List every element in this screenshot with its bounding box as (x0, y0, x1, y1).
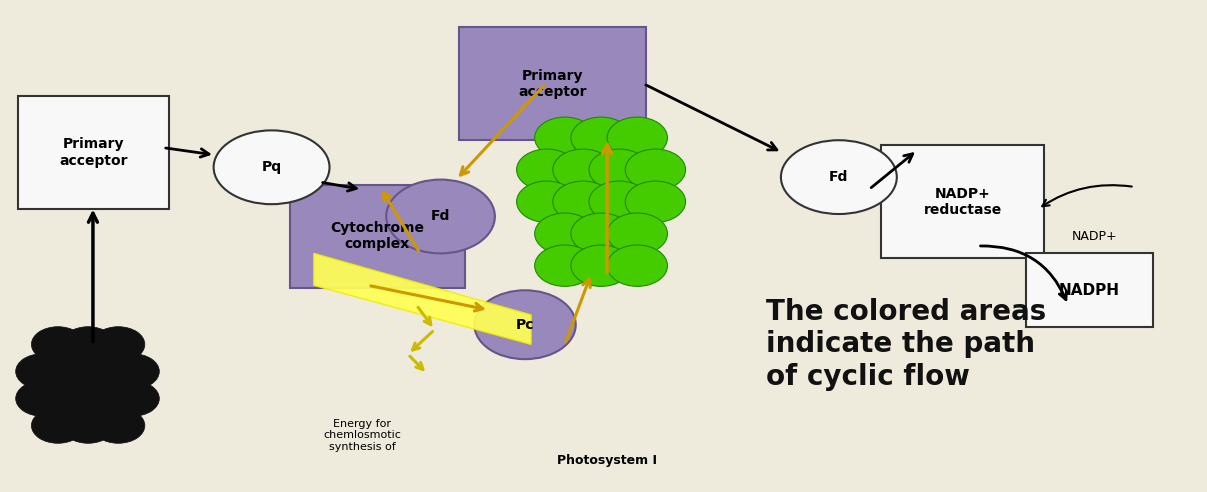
Ellipse shape (16, 354, 69, 389)
Text: Primary
acceptor: Primary acceptor (518, 68, 587, 99)
Ellipse shape (589, 181, 649, 222)
Ellipse shape (106, 354, 159, 389)
Ellipse shape (607, 213, 667, 254)
Text: NADP+: NADP+ (1072, 230, 1118, 243)
FancyBboxPatch shape (459, 27, 646, 140)
Ellipse shape (535, 213, 595, 254)
Ellipse shape (214, 130, 330, 204)
Ellipse shape (62, 408, 115, 443)
Text: NADP+
reductase: NADP+ reductase (923, 186, 1002, 217)
Ellipse shape (92, 408, 145, 443)
Ellipse shape (553, 181, 613, 222)
Ellipse shape (571, 213, 631, 254)
Ellipse shape (517, 181, 577, 222)
Ellipse shape (589, 149, 649, 190)
Text: Pq: Pq (262, 160, 281, 174)
Ellipse shape (31, 408, 84, 443)
Ellipse shape (76, 354, 129, 389)
Ellipse shape (386, 180, 495, 253)
Ellipse shape (62, 327, 115, 362)
Text: NADPH: NADPH (1059, 283, 1120, 298)
Text: The colored areas
indicate the path
of cyclic flow: The colored areas indicate the path of c… (766, 298, 1046, 391)
Text: Fd: Fd (829, 170, 849, 184)
Text: Cytochrome
complex: Cytochrome complex (331, 221, 424, 251)
Ellipse shape (625, 149, 686, 190)
Ellipse shape (781, 140, 897, 214)
Text: Photosystem I: Photosystem I (558, 454, 657, 466)
Ellipse shape (474, 290, 576, 359)
Ellipse shape (571, 117, 631, 158)
Text: Primary
acceptor: Primary acceptor (59, 137, 128, 168)
Ellipse shape (76, 381, 129, 416)
Text: Energy for
chemlosmotic
synthesis of: Energy for chemlosmotic synthesis of (323, 419, 401, 452)
Ellipse shape (607, 245, 667, 286)
Ellipse shape (571, 245, 631, 286)
Ellipse shape (607, 117, 667, 158)
FancyBboxPatch shape (881, 145, 1044, 258)
Ellipse shape (31, 327, 84, 362)
Ellipse shape (625, 181, 686, 222)
Text: Pc: Pc (515, 318, 535, 332)
Text: Fd: Fd (431, 210, 450, 223)
FancyBboxPatch shape (18, 96, 169, 209)
Ellipse shape (92, 327, 145, 362)
Ellipse shape (106, 381, 159, 416)
Ellipse shape (517, 149, 577, 190)
Ellipse shape (46, 381, 99, 416)
FancyBboxPatch shape (1026, 253, 1153, 327)
Ellipse shape (16, 381, 69, 416)
FancyBboxPatch shape (290, 184, 465, 288)
Ellipse shape (535, 245, 595, 286)
Ellipse shape (553, 149, 613, 190)
Polygon shape (314, 253, 531, 344)
Ellipse shape (535, 117, 595, 158)
Ellipse shape (46, 354, 99, 389)
